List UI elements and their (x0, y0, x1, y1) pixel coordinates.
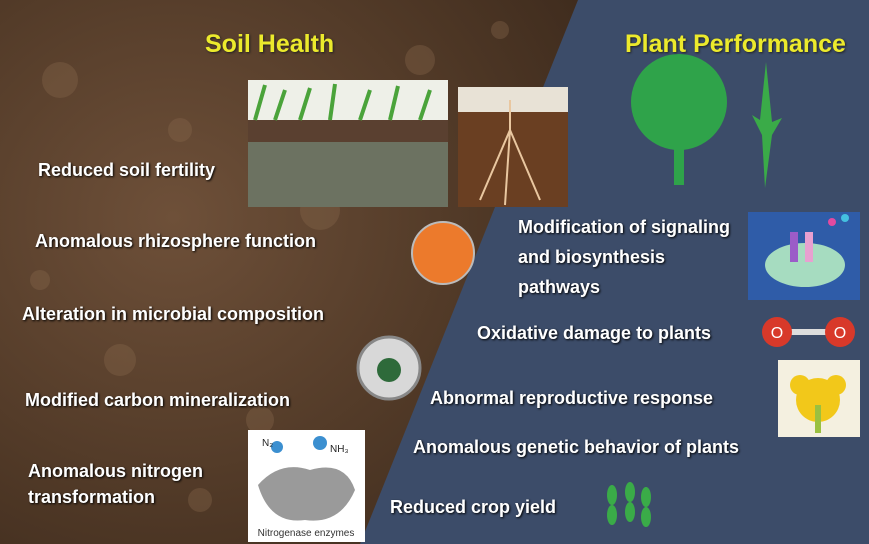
oxygen-label: O (771, 325, 783, 342)
page-body: N₂ NH₃ Nitrogenase enzymes O O Soil Heal… (0, 0, 869, 544)
page: Soil Health and Plant Performance {"left… (0, 0, 869, 544)
soil-item: Reduced soil fertility (38, 157, 215, 183)
plant-item: Modification of signaling and biosynthes… (518, 212, 748, 302)
soil-item: Modified carbon mineralization (25, 387, 290, 413)
plant-item: Anomalous genetic behavior of plants (413, 434, 739, 460)
oxygen-label: O (834, 325, 846, 342)
plant-item: Reduced crop yield (390, 494, 556, 520)
nitrogenase-caption: Nitrogenase enzymes (258, 528, 355, 539)
right-title: Plant Performance (625, 30, 846, 59)
plant-item: Oxidative damage to plants (477, 320, 711, 346)
soil-item: Anomalous nitrogen transformation (28, 458, 228, 510)
soil-ball (377, 358, 401, 382)
nh3-label: NH₃ (330, 444, 349, 455)
microbe-icon (412, 222, 474, 284)
flower-image (778, 360, 860, 437)
soil-item: Alteration in microbial composition (22, 301, 324, 327)
soil-item: Anomalous rhizosphere function (35, 228, 316, 254)
roots-image (458, 87, 568, 207)
left-title: Soil Health (205, 30, 334, 59)
signaling-image (748, 212, 860, 300)
plant-item: Abnormal reproductive response (430, 385, 713, 411)
n2-label: N₂ (262, 438, 273, 449)
soil-profile-image (248, 80, 448, 207)
